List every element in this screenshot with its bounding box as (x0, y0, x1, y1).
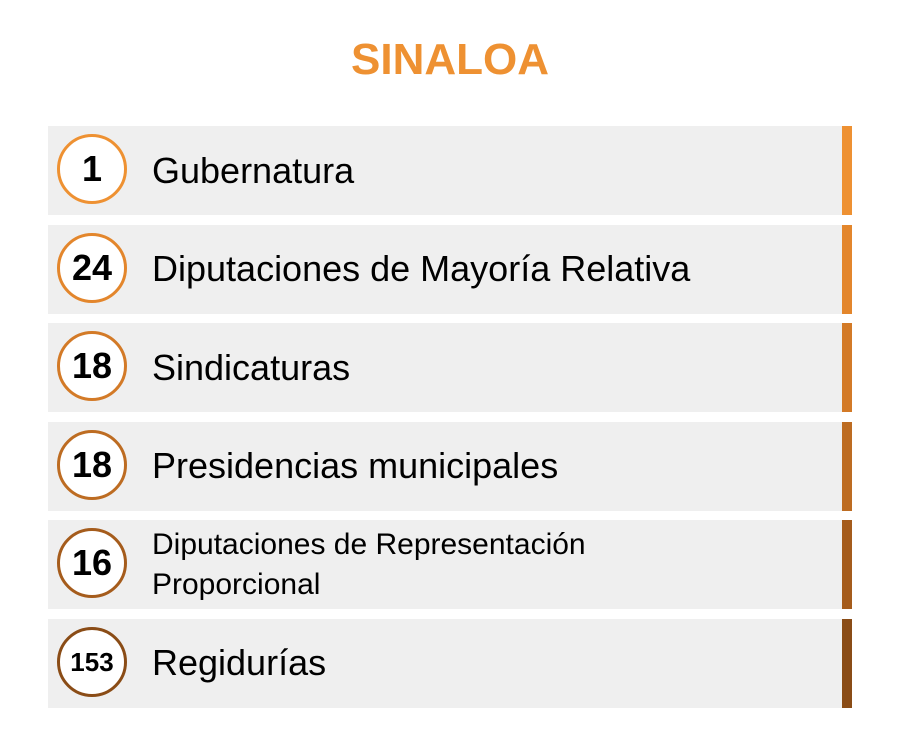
position-label: Regidurías (152, 642, 327, 684)
list-item-diputaciones-mayoria: 24 Diputaciones de Mayoría Relativa (48, 224, 852, 314)
page-title: SINALOA (351, 35, 549, 84)
count-badge: 16 (57, 528, 127, 599)
count-badge: 18 (57, 331, 127, 402)
count-badge: 1 (57, 134, 127, 204)
list-item-gubernatura: 1 Gubernatura (48, 126, 852, 215)
list-item-diputaciones-rp: 16 Diputaciones de Representación Propor… (48, 520, 852, 610)
position-label: Diputaciones de Mayoría Relativa (152, 248, 691, 290)
count-badge: 153 (57, 626, 127, 697)
election-positions-list: 1 Gubernatura 24 Diputaciones de Mayoría… (48, 126, 852, 718)
list-item-presidencias: 18 Presidencias municipales (48, 421, 852, 511)
accent-bar (842, 126, 852, 215)
list-item-sindicaturas: 18 Sindicaturas (48, 323, 852, 413)
accent-bar (842, 520, 852, 610)
accent-bar (842, 224, 852, 314)
position-label: Sindicaturas (152, 346, 351, 388)
position-label: Diputaciones de Representación Proporcio… (152, 527, 586, 601)
count-badge: 24 (57, 232, 127, 303)
accent-bar (842, 323, 852, 413)
count-badge: 18 (57, 429, 127, 500)
position-label: Presidencias municipales (152, 445, 559, 487)
accent-bar (842, 421, 852, 511)
accent-bar (842, 618, 852, 708)
position-label: Gubernatura (152, 149, 355, 191)
list-item-regidurias: 153 Regidurías (48, 618, 852, 708)
